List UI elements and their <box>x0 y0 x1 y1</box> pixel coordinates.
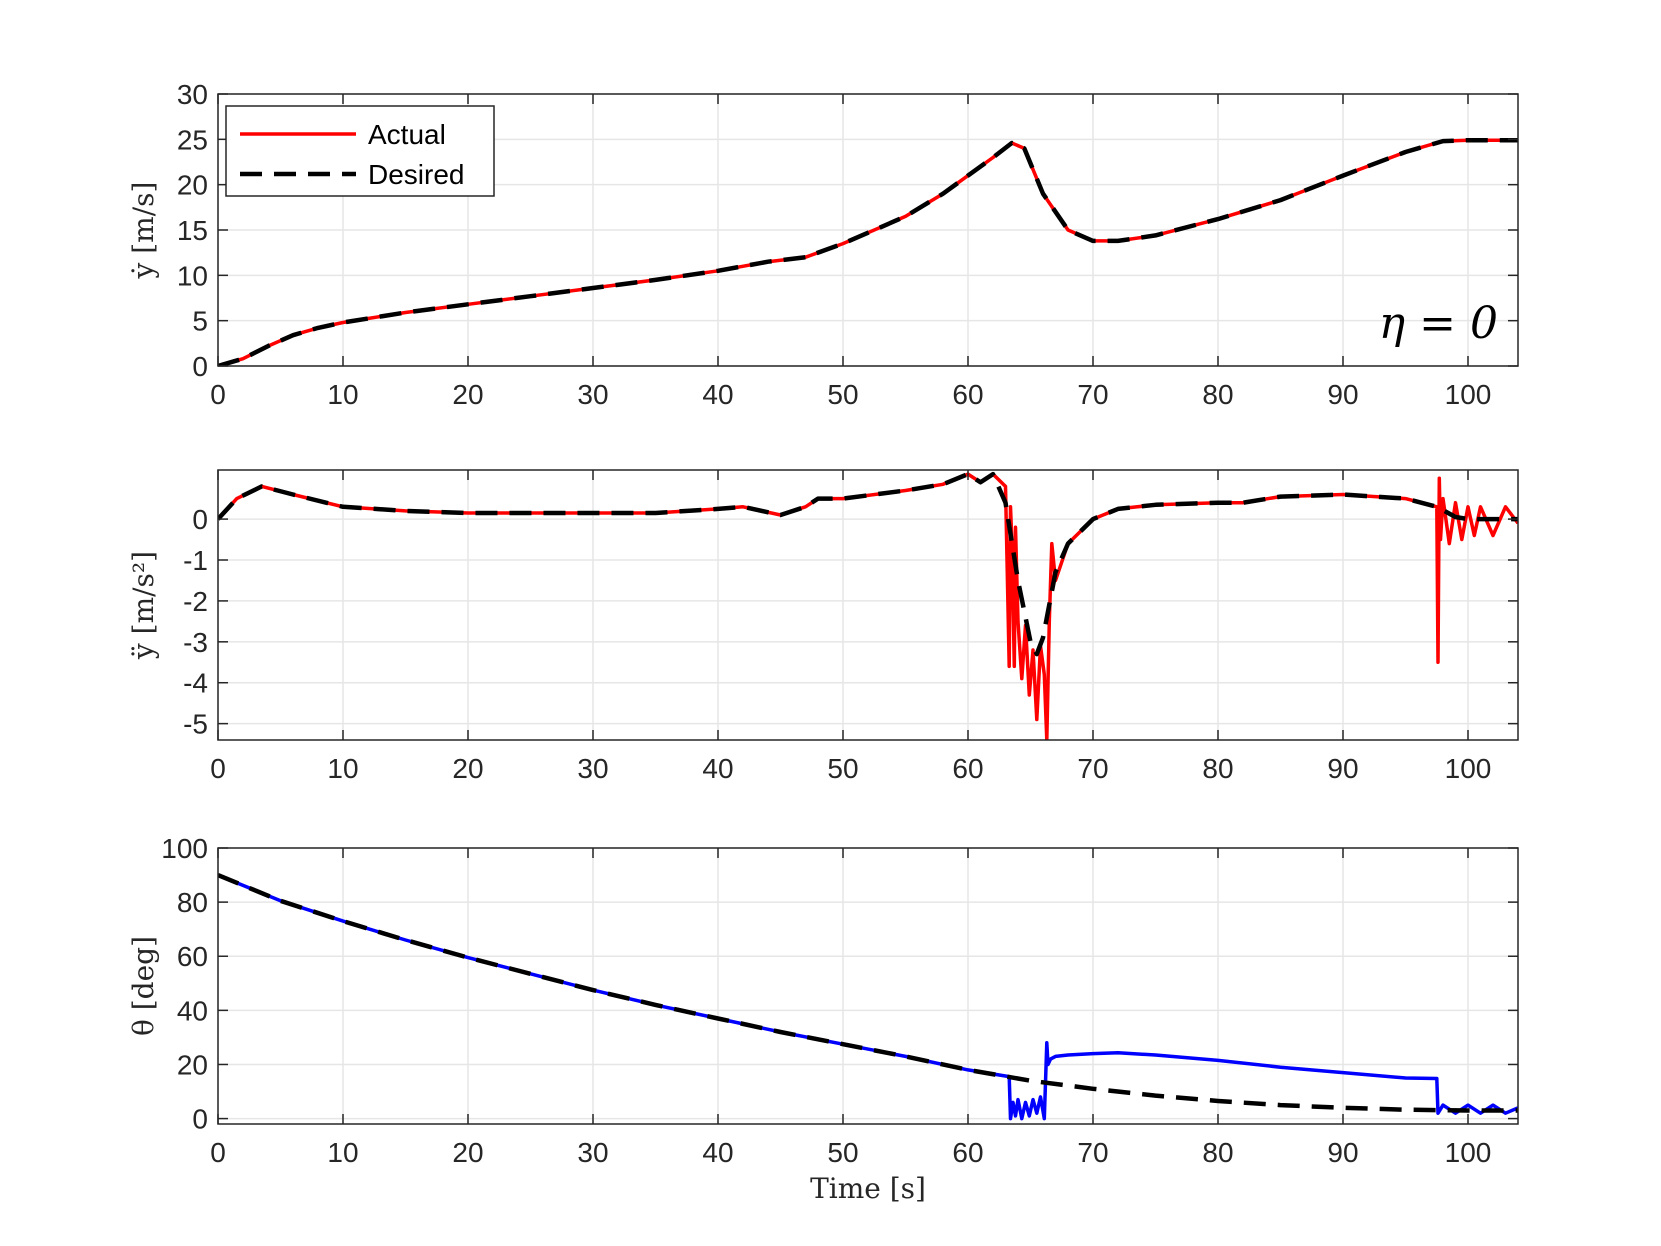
x-tick-label: 90 <box>1327 753 1358 784</box>
x-tick-label: 70 <box>1077 379 1108 410</box>
y-tick-label: 100 <box>161 833 208 864</box>
axes-box <box>217 469 1519 741</box>
y-axis-label: ÿ [m/s²] <box>127 551 160 660</box>
series-line-desired <box>218 137 1518 366</box>
y-tick-label: 0 <box>192 504 208 535</box>
x-tick-label: 0 <box>210 1137 226 1168</box>
x-tick-label: 10 <box>327 753 358 784</box>
y-tick-label: 10 <box>177 260 208 291</box>
x-tick-label: 60 <box>952 379 983 410</box>
x-tick-label: 20 <box>452 1137 483 1168</box>
series-group <box>218 137 1518 366</box>
x-tick-label: 100 <box>1445 1137 1492 1168</box>
panel-angle: 0 10 20 30 40 50 60 70 80 90 100 0 20 40 60 80 100 θ [deg… <box>127 833 1519 1205</box>
series-group <box>218 471 1518 740</box>
y-axis-label: θ [deg] <box>127 936 160 1036</box>
x-tick-label: 80 <box>1202 379 1233 410</box>
y-tick-label: 15 <box>177 215 208 246</box>
x-tick-label: 20 <box>452 379 483 410</box>
x-tick-label: 50 <box>827 1137 858 1168</box>
panel-velocity: 0 10 20 30 40 50 60 70 80 90 100 0 5 10 15 20 25 30 ẏ [m/s… <box>127 79 1519 410</box>
y-tick-label: 20 <box>177 1049 208 1080</box>
panel-acceleration: 0 10 20 30 40 50 60 70 80 90 100 0 -1 -2 -3 -4 -5 ÿ [m/s²… <box>127 469 1519 784</box>
x-tick-label: 10 <box>327 1137 358 1168</box>
legend-label-actual: Actual <box>368 119 446 150</box>
y-tick-label: 0 <box>192 351 208 382</box>
x-tick-label: 100 <box>1445 379 1492 410</box>
y-tick-label: -3 <box>183 627 208 658</box>
y-tick-label: -5 <box>183 709 208 740</box>
legend-box <box>225 105 495 197</box>
x-tick-label: 90 <box>1327 1137 1358 1168</box>
x-tick-label: 90 <box>1327 379 1358 410</box>
x-tick-label: 80 <box>1202 1137 1233 1168</box>
x-tick-label: 30 <box>577 753 608 784</box>
x-tick-label: 0 <box>210 379 226 410</box>
x-tick-label: 40 <box>702 753 733 784</box>
x-tick-label: 50 <box>827 379 858 410</box>
y-tick-label: 25 <box>177 124 208 155</box>
y-tick-label: 5 <box>192 306 208 337</box>
x-tick-label: 70 <box>1077 753 1108 784</box>
x-tick-label: 50 <box>827 753 858 784</box>
y-tick-label: 40 <box>177 995 208 1026</box>
x-tick-label: 100 <box>1445 753 1492 784</box>
x-tick-label: 60 <box>952 753 983 784</box>
legend: Actual Desired <box>225 105 495 197</box>
x-tick-label: 0 <box>210 753 226 784</box>
x-tick-label: 20 <box>452 753 483 784</box>
x-tick-label: 40 <box>702 1137 733 1168</box>
series-line-actual <box>218 472 1518 740</box>
x-tick-label: 70 <box>1077 1137 1108 1168</box>
plot-area <box>218 848 1518 1124</box>
eta-annotation: η = 0 <box>1379 298 1498 349</box>
y-tick-label: -1 <box>183 545 208 576</box>
x-tick-label: 30 <box>577 379 608 410</box>
y-tick-label: 20 <box>177 170 208 201</box>
y-tick-label: -4 <box>183 668 208 699</box>
series-line-desired <box>218 471 1518 657</box>
x-tick-label: 10 <box>327 379 358 410</box>
y-tick-label: -2 <box>183 586 208 617</box>
plot-area <box>218 470 1518 740</box>
series-group <box>218 873 1518 1121</box>
x-tick-label: 40 <box>702 379 733 410</box>
y-tick-label: 80 <box>177 887 208 918</box>
x-tick-label: 80 <box>1202 753 1233 784</box>
y-tick-label: 30 <box>177 79 208 110</box>
x-axis-label: Time [s] <box>810 1172 926 1205</box>
legend-label-desired: Desired <box>368 159 464 190</box>
y-tick-label: 60 <box>177 941 208 972</box>
x-tick-label: 30 <box>577 1137 608 1168</box>
axes-box <box>217 847 1519 1125</box>
y-tick-label: 0 <box>192 1104 208 1135</box>
x-tick-label: 60 <box>952 1137 983 1168</box>
series-line-desired <box>218 873 1518 1113</box>
y-axis-label: ẏ [m/s] <box>127 182 160 280</box>
